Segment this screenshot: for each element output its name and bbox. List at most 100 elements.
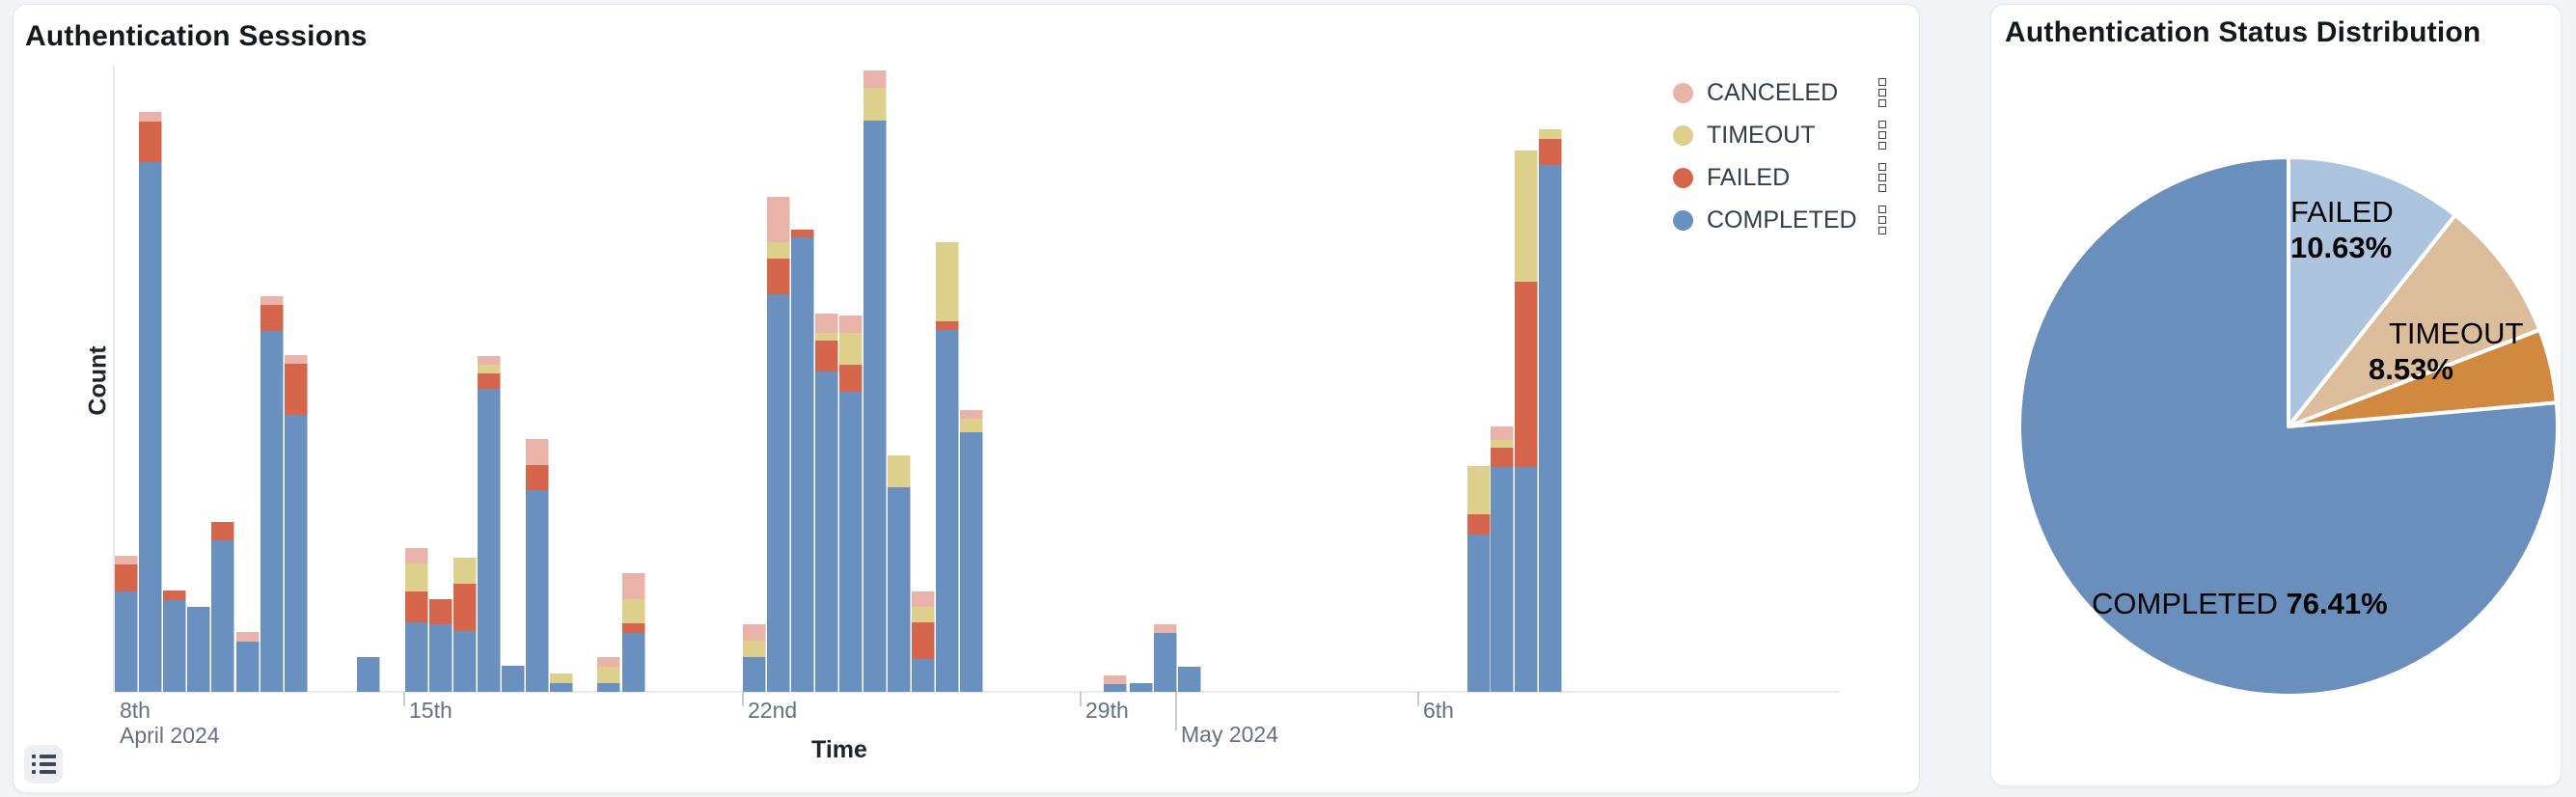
stacked-bar[interactable] — [1178, 667, 1201, 692]
stacked-bar[interactable] — [1154, 624, 1177, 692]
bar-segment-timeout[interactable] — [815, 333, 838, 341]
legend-item-completed[interactable]: COMPLETED — [1673, 199, 1886, 241]
bar-segment-failed[interactable] — [622, 623, 645, 633]
stacked-bar[interactable] — [236, 632, 260, 692]
bar-segment-completed[interactable] — [863, 121, 887, 692]
bar-segment-completed[interactable] — [1539, 165, 1562, 692]
bar-segment-failed[interactable] — [791, 230, 814, 237]
bar-segment-canceled[interactable] — [139, 112, 162, 122]
bar-segment-completed[interactable] — [115, 591, 138, 692]
bar-segment-completed[interactable] — [960, 432, 983, 692]
bar-segment-timeout[interactable] — [960, 419, 983, 432]
bar-segment-canceled[interactable] — [1154, 624, 1177, 633]
stacked-bar[interactable] — [1491, 426, 1514, 692]
bar-segment-canceled[interactable] — [285, 355, 308, 364]
bar-segment-canceled[interactable] — [1491, 426, 1514, 440]
bar-segment-failed[interactable] — [912, 622, 935, 659]
bar-segment-completed[interactable] — [1178, 667, 1201, 692]
stacked-bar[interactable] — [429, 599, 452, 692]
bar-segment-completed[interactable] — [502, 666, 525, 692]
bar-segment-failed[interactable] — [1491, 448, 1514, 467]
bar-segment-timeout[interactable] — [839, 333, 863, 365]
bar-segment-failed[interactable] — [936, 321, 959, 330]
bar-segment-timeout[interactable] — [912, 607, 935, 622]
bar-segment-timeout[interactable] — [936, 242, 959, 321]
bar-segment-timeout[interactable] — [767, 242, 790, 259]
stacked-bar[interactable] — [1467, 466, 1491, 692]
stacked-bar[interactable] — [550, 673, 573, 692]
stacked-bar[interactable] — [960, 410, 983, 692]
bar-segment-failed[interactable] — [767, 259, 790, 294]
legend-item-failed[interactable]: FAILED — [1673, 156, 1886, 199]
stacked-bar[interactable] — [597, 657, 620, 692]
legend-list-toggle-button[interactable] — [24, 745, 63, 783]
bar-segment-timeout[interactable] — [863, 88, 887, 121]
bar-segment-timeout[interactable] — [453, 558, 477, 584]
bar-segment-timeout[interactable] — [1491, 440, 1514, 448]
bar-segment-completed[interactable] — [260, 331, 284, 692]
bar-segment-canceled[interactable] — [839, 316, 863, 333]
bar-segment-completed[interactable] — [912, 659, 935, 692]
bar-segment-timeout[interactable] — [1539, 129, 1562, 139]
bar-segment-completed[interactable] — [285, 415, 308, 692]
bar-segment-canceled[interactable] — [597, 657, 620, 667]
bar-segment-canceled[interactable] — [622, 573, 645, 599]
bar-segment-timeout[interactable] — [1515, 151, 1538, 282]
bar-segment-failed[interactable] — [211, 522, 234, 540]
bar-segment-failed[interactable] — [453, 584, 477, 631]
bar-segment-failed[interactable] — [163, 591, 186, 600]
stacked-bar[interactable] — [743, 624, 766, 692]
stacked-bar[interactable] — [502, 666, 525, 692]
bar-segment-timeout[interactable] — [405, 563, 428, 591]
bar-segment-completed[interactable] — [767, 294, 790, 692]
bar-segment-failed[interactable] — [285, 364, 308, 415]
bar-segment-canceled[interactable] — [863, 70, 887, 88]
bar-segment-canceled[interactable] — [767, 197, 790, 242]
bar-segment-timeout[interactable] — [622, 599, 645, 623]
bar-segment-completed[interactable] — [478, 389, 501, 692]
bar-segment-canceled[interactable] — [405, 548, 428, 563]
stacked-squares-kebab-icon[interactable] — [1878, 76, 1886, 109]
bar-segment-failed[interactable] — [478, 373, 501, 389]
stacked-bar[interactable] — [405, 548, 428, 692]
bar-segment-failed[interactable] — [260, 305, 284, 331]
bar-segment-completed[interactable] — [429, 624, 452, 692]
bar-segment-completed[interactable] — [936, 330, 959, 692]
bar-segment-completed[interactable] — [1491, 467, 1514, 692]
bar-segment-canceled[interactable] — [115, 556, 138, 564]
bar-segment-completed[interactable] — [1154, 633, 1177, 692]
stacked-bar[interactable] — [1104, 675, 1127, 692]
stacked-bar[interactable] — [1539, 129, 1562, 692]
bar-segment-timeout[interactable] — [597, 667, 620, 683]
bar-segment-completed[interactable] — [550, 683, 573, 692]
bar-segment-completed[interactable] — [1467, 535, 1491, 692]
bar-segment-canceled[interactable] — [960, 410, 983, 419]
pie-slice-completed[interactable] — [2017, 155, 2560, 698]
bar-segment-completed[interactable] — [236, 642, 260, 692]
stacked-squares-kebab-icon[interactable] — [1878, 204, 1886, 236]
stacked-bar[interactable] — [622, 573, 645, 692]
bar-segment-completed[interactable] — [1130, 683, 1153, 692]
bar-segment-timeout[interactable] — [743, 641, 766, 657]
pie-slice-timeout[interactable] — [2287, 212, 2542, 428]
bar-segment-completed[interactable] — [1104, 684, 1127, 692]
bar-segment-completed[interactable] — [597, 683, 620, 692]
bar-segment-failed[interactable] — [429, 599, 452, 624]
stacked-bar[interactable] — [767, 197, 790, 692]
bar-segment-completed[interactable] — [163, 600, 186, 692]
stacked-bar[interactable] — [478, 356, 501, 692]
bar-segment-failed[interactable] — [839, 365, 863, 392]
bar-segment-completed[interactable] — [453, 631, 477, 692]
bar-segment-failed[interactable] — [139, 122, 162, 162]
stacked-bar[interactable] — [863, 70, 887, 692]
stacked-bar[interactable] — [839, 316, 863, 692]
bar-segment-timeout[interactable] — [888, 455, 911, 487]
legend-item-canceled[interactable]: CANCELED — [1673, 71, 1886, 114]
bar-segment-canceled[interactable] — [815, 314, 838, 333]
bar-segment-completed[interactable] — [139, 162, 162, 692]
bar-segment-failed[interactable] — [526, 465, 549, 490]
bar-segment-completed[interactable] — [526, 490, 549, 692]
stacked-bar[interactable] — [453, 558, 477, 692]
stacked-bar[interactable] — [139, 112, 162, 692]
bar-segment-failed[interactable] — [1515, 282, 1538, 467]
